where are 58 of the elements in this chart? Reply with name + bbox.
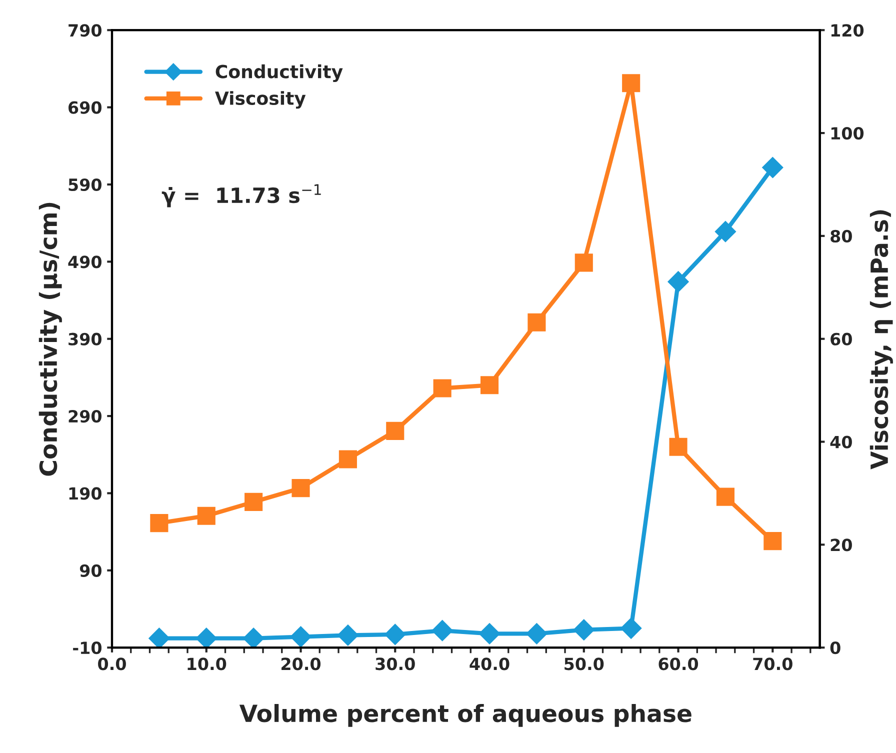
point xyxy=(338,450,357,468)
point xyxy=(148,628,170,648)
point xyxy=(433,379,452,398)
y2-tick-label: 60 xyxy=(830,332,852,346)
x-tick-label: 50.0 xyxy=(564,658,604,670)
point xyxy=(528,313,546,332)
point xyxy=(479,623,500,644)
annotation: γ̇ = 11.73 s$^{−1}$ xyxy=(162,184,321,208)
point xyxy=(716,488,734,506)
y2-tick-label: 0 xyxy=(830,642,840,654)
point xyxy=(622,74,640,92)
point xyxy=(150,514,168,532)
point xyxy=(243,628,264,648)
point xyxy=(432,620,453,642)
point xyxy=(290,626,312,648)
y-axis-title: Conductivity (µs/cm) xyxy=(38,202,62,476)
x-axis-title: Volume percent of aqueous phase xyxy=(239,704,692,727)
y2-tick-label: 120 xyxy=(831,24,864,37)
y2-tick-label: 40 xyxy=(830,436,852,448)
point xyxy=(574,254,593,272)
x-tick-label: 60.0 xyxy=(658,658,698,670)
point xyxy=(196,628,217,648)
y-tick-label: 90 xyxy=(80,564,102,577)
point xyxy=(384,624,406,645)
point xyxy=(620,618,642,639)
x-tick-label: 0.0 xyxy=(98,658,126,670)
x-tick-label: 20.0 xyxy=(282,658,321,670)
y-tick-label: 390 xyxy=(68,332,102,346)
point xyxy=(764,532,782,550)
point xyxy=(292,479,310,498)
point xyxy=(714,221,736,242)
point xyxy=(244,492,263,511)
x-tick-label: 70.0 xyxy=(753,658,792,670)
y-tick-label: 690 xyxy=(68,101,102,114)
point xyxy=(480,376,499,394)
x-tick-label: 10.0 xyxy=(188,658,226,670)
x-tick-label: 40.0 xyxy=(470,658,510,670)
legend-label: Viscosity xyxy=(215,91,306,109)
y-tick-label: -10 xyxy=(73,642,102,654)
point xyxy=(762,156,784,178)
point xyxy=(197,506,216,525)
y2-tick-label: 20 xyxy=(830,538,852,552)
y-tick-label: 190 xyxy=(69,487,102,500)
y-tick-label: 490 xyxy=(68,256,102,268)
y-tick-label: 290 xyxy=(68,410,102,423)
legend-label: Conductivity xyxy=(216,64,343,82)
y-tick-label: 590 xyxy=(68,178,102,192)
y-tick-label: 790 xyxy=(68,24,102,37)
y2-tick-label: 100 xyxy=(831,126,864,140)
point xyxy=(337,624,358,646)
point xyxy=(668,271,689,292)
y2-axis-title: Viscosity, η (mPa.s) xyxy=(870,210,893,470)
y2-tick-label: 80 xyxy=(830,230,852,243)
point xyxy=(526,623,548,644)
x-tick-label: 30.0 xyxy=(376,658,415,670)
point xyxy=(386,422,404,440)
point xyxy=(573,619,594,640)
point xyxy=(669,438,688,456)
